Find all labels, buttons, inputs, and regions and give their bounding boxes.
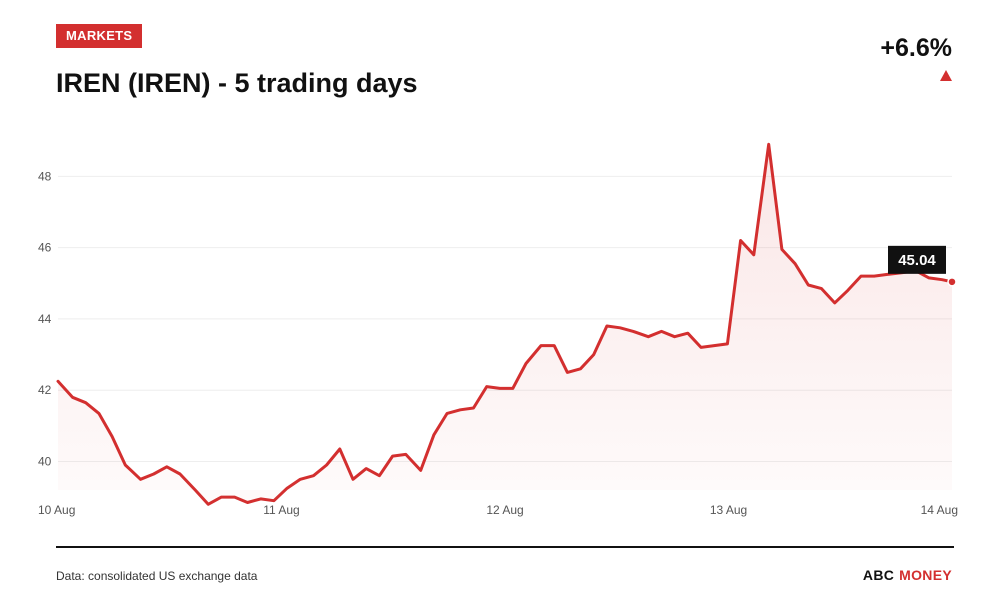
x-tick-label: 10 Aug bbox=[38, 503, 75, 517]
x-tick-label: 13 Aug bbox=[710, 503, 747, 517]
brand-accent: MONEY bbox=[899, 567, 952, 583]
x-tick-label: 14 Aug bbox=[921, 503, 958, 517]
brand-primary: ABC bbox=[862, 567, 895, 583]
last-value-label: 45.04 bbox=[898, 252, 936, 269]
y-tick-label: 42 bbox=[38, 383, 52, 397]
percent-change: +6.6% bbox=[880, 34, 952, 62]
y-tick-label: 40 bbox=[38, 454, 52, 468]
x-tick-label: 11 Aug bbox=[263, 503, 299, 517]
series-line bbox=[56, 142, 954, 506]
last-value-callout bbox=[888, 245, 946, 274]
source-note: Data: consolidated US exchange data bbox=[56, 569, 258, 583]
y-tick-label: 44 bbox=[38, 312, 52, 326]
y-tick-label: 48 bbox=[38, 169, 52, 183]
up-arrow-icon bbox=[940, 70, 952, 81]
page-title: IREN (IREN) - 5 trading days bbox=[56, 68, 418, 98]
series-area bbox=[58, 144, 952, 505]
x-tick-label: 12 Aug bbox=[486, 503, 523, 517]
markets-badge: MARKETS bbox=[56, 24, 143, 48]
footer-divider bbox=[56, 546, 954, 548]
last-point-marker bbox=[947, 277, 957, 287]
y-tick-label: 46 bbox=[38, 241, 52, 255]
brand-logo: ABC MONEY bbox=[863, 567, 952, 583]
